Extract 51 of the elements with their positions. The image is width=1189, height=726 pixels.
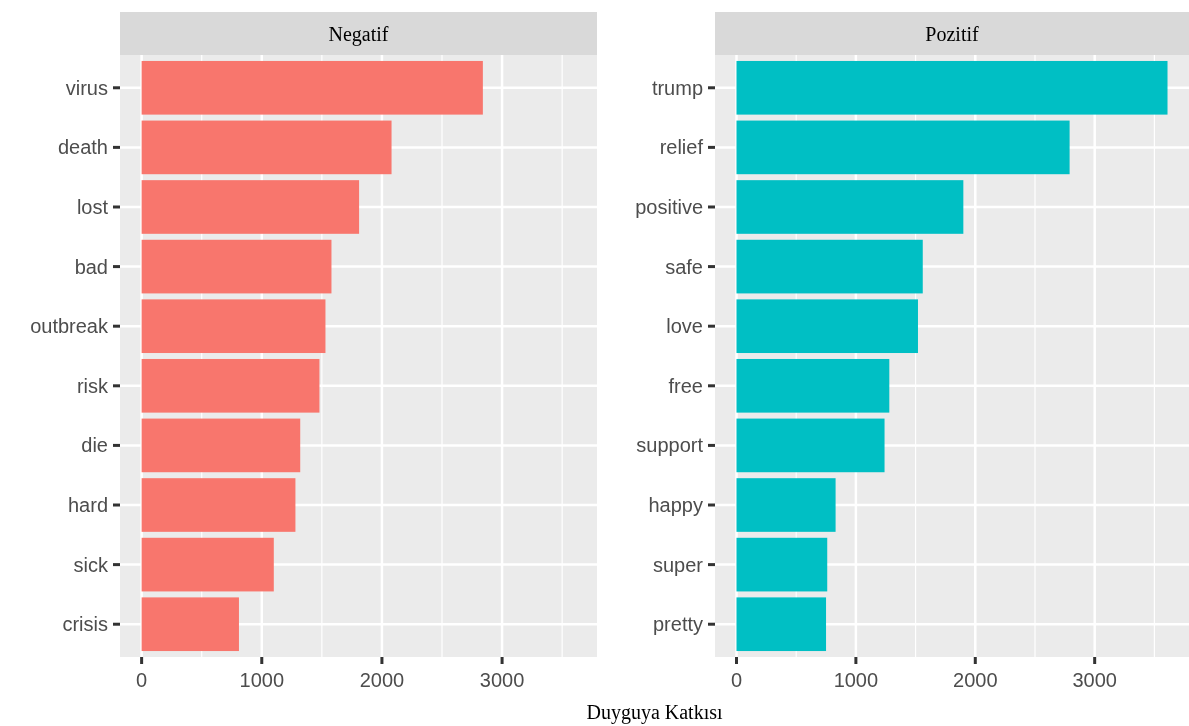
bar	[736, 239, 923, 294]
bar	[736, 299, 918, 354]
y-tick-label: sick	[73, 553, 109, 576]
x-tick-label: 1000	[833, 669, 879, 691]
y-tick-label: pretty	[652, 613, 703, 636]
x-tick-label: 1000	[239, 669, 285, 691]
x-tick-label: 3000	[479, 669, 525, 691]
bar	[736, 478, 836, 532]
bar	[141, 60, 483, 115]
bar	[141, 537, 274, 592]
y-tick-label: virus	[65, 76, 108, 99]
y-tick-label: hard	[67, 494, 108, 517]
x-tick-label: 2000	[359, 669, 405, 691]
bar	[141, 597, 239, 652]
bar	[141, 120, 392, 175]
bar	[736, 358, 890, 413]
bar	[141, 358, 320, 413]
y-tick-label: lost	[76, 195, 109, 218]
y-tick-label: bad	[74, 255, 108, 278]
y-tick-label: positive	[635, 195, 703, 218]
chart-title: Negatif	[328, 22, 389, 46]
y-tick-label: super	[652, 553, 704, 576]
x-tick-label: 3000	[1072, 669, 1117, 691]
bar	[736, 418, 885, 473]
y-tick-label: love	[666, 315, 703, 338]
bar	[736, 60, 1168, 115]
y-tick-label: risk	[76, 374, 109, 397]
y-tick-label: support	[636, 434, 704, 457]
y-tick-label: crisis	[62, 613, 108, 636]
y-tick-label: happy	[648, 494, 703, 517]
bar	[141, 478, 296, 532]
y-tick-label: safe	[665, 255, 703, 278]
bar	[736, 180, 964, 234]
bar	[736, 597, 827, 652]
y-tick-label: die	[81, 434, 108, 457]
x-tick-label: 0	[136, 669, 148, 691]
bar	[141, 418, 301, 473]
chart-title: Pozitif	[925, 22, 979, 45]
bar	[141, 299, 326, 354]
x-tick-label: 0	[730, 669, 743, 691]
bar	[736, 537, 828, 592]
x-tick-label: 2000	[953, 669, 998, 691]
y-tick-label: free	[668, 374, 703, 397]
y-tick-label: trump	[651, 76, 703, 99]
bar	[736, 120, 1070, 175]
y-tick-label: relief	[659, 136, 704, 159]
y-tick-label: death	[57, 136, 108, 159]
bar	[141, 180, 360, 234]
bar	[141, 239, 332, 294]
x-axis-title: Duyguya Katkısı	[586, 701, 723, 724]
y-tick-label: outbreak	[30, 315, 109, 338]
